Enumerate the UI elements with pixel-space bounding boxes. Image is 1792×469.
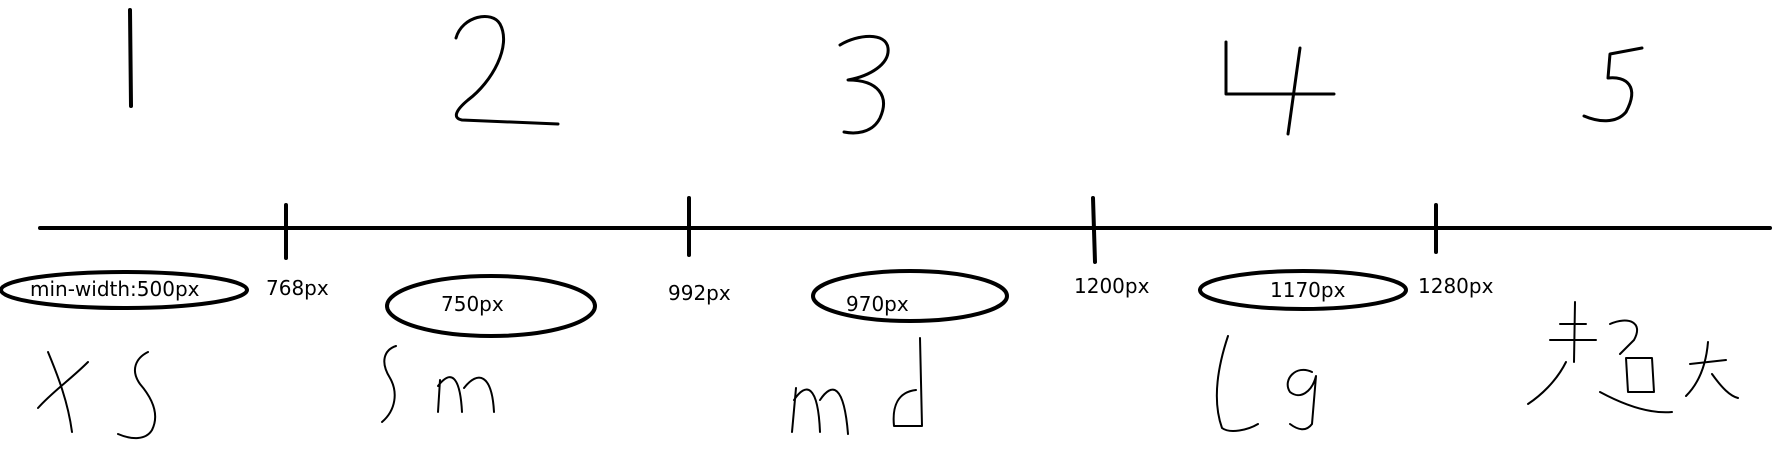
zone-number-1 <box>128 8 133 108</box>
zone-number-4 <box>1224 40 1336 136</box>
container-label-sm: 750px <box>441 292 504 316</box>
container-label-lg: 1170px <box>1270 278 1346 302</box>
zone-label-md <box>791 337 923 435</box>
container-label-xs: min-width:500px <box>30 277 200 301</box>
zone-number-3 <box>838 34 890 135</box>
container-label-md: 970px <box>846 292 909 316</box>
container-ellipse-sm <box>385 274 597 338</box>
container-ellipse-md <box>811 269 1009 323</box>
breakpoint-label-992: 992px <box>668 281 731 305</box>
zone-label-xs <box>37 351 157 440</box>
container-ellipse-xs <box>0 270 249 310</box>
breakpoint-label-1280: 1280px <box>1418 274 1494 298</box>
zone-label-chaoda <box>1527 301 1739 414</box>
breakpoint-label-1200: 1200px <box>1074 274 1150 298</box>
container-ellipse-lg <box>1198 269 1408 311</box>
zone-number-2 <box>454 15 560 126</box>
zone-label-sm <box>381 345 495 423</box>
zone-label-lg <box>1215 335 1317 432</box>
zone-number-5 <box>1582 46 1644 123</box>
tick-1200 <box>1091 196 1097 264</box>
breakpoint-label-768: 768px <box>266 276 329 300</box>
